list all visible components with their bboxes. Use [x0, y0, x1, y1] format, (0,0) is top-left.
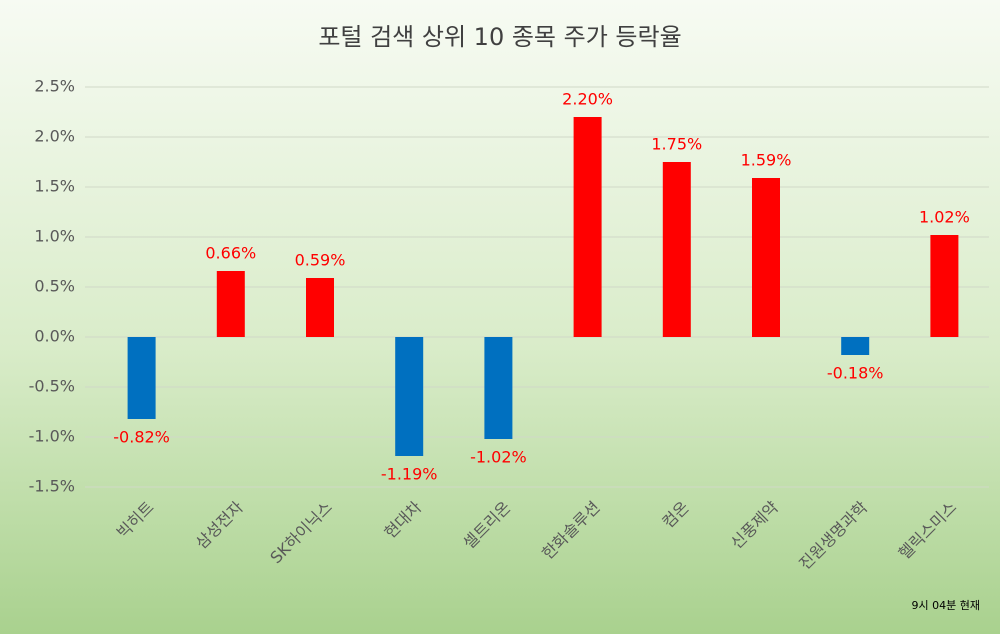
bar [484, 337, 513, 439]
bar [662, 162, 691, 337]
x-tick-label: 삼성전자 [192, 497, 247, 552]
chart-title: 포털 검색 상위 10 종목 주가 등락율 [318, 23, 681, 51]
y-tick-label: 0.5% [34, 277, 75, 296]
bar [752, 178, 780, 337]
y-tick-label: 2.5% [34, 77, 75, 96]
x-tick-label: 헬릭스미스 [895, 498, 960, 563]
data-label: -1.19% [381, 465, 438, 484]
x-tick-label: 진원생명과학 [795, 497, 871, 573]
x-tick-label: 신풍제약 [727, 497, 782, 552]
annotation: 9시 04분 현재 [912, 599, 980, 612]
bar [573, 117, 602, 337]
x-tick-label: 현대차 [381, 497, 426, 542]
data-label: -0.82% [113, 428, 170, 447]
y-tick-label: -1.0% [29, 427, 75, 446]
x-tick-label: 컴온 [659, 498, 693, 532]
x-tick-label: 한화솔루션 [538, 498, 603, 563]
y-tick-label: -0.5% [29, 377, 75, 396]
bar [216, 271, 245, 337]
data-label: -1.02% [470, 448, 527, 467]
bar [841, 337, 870, 355]
data-label: 2.20% [562, 90, 613, 109]
y-tick-label: 0.0% [34, 327, 75, 346]
data-label: 1.59% [741, 151, 792, 170]
bar [306, 278, 334, 337]
y-tick-label: 1.5% [34, 177, 75, 196]
x-tick-label: SK하이닉스 [266, 498, 336, 568]
data-label: 1.02% [919, 208, 970, 227]
x-tick-label: 빅히트 [113, 498, 158, 543]
data-label: 1.75% [651, 135, 702, 154]
data-label: 0.59% [295, 251, 346, 270]
x-tick-label: 셀트리온 [459, 498, 514, 553]
y-tick-label: 1.0% [34, 227, 75, 246]
bar [930, 235, 959, 337]
y-tick-label: -1.5% [29, 477, 75, 496]
bar [127, 337, 156, 419]
y-tick-label: 2.0% [34, 127, 75, 146]
bar [395, 337, 424, 456]
data-label: -0.18% [827, 364, 884, 383]
data-label: 0.66% [205, 244, 256, 263]
